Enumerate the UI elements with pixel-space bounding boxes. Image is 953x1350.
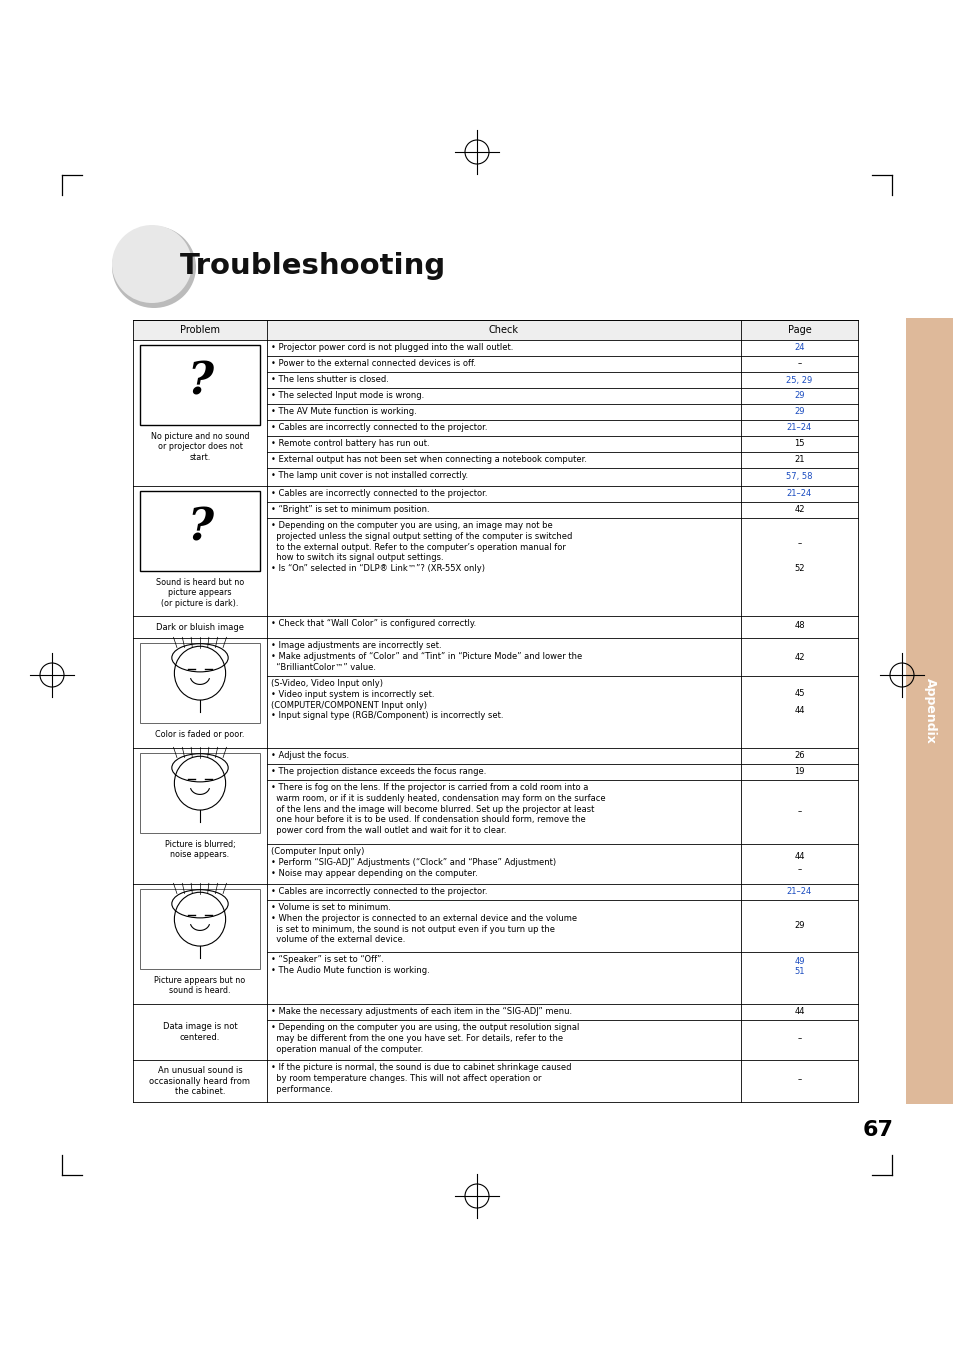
Text: Troubleshooting: Troubleshooting <box>180 252 446 279</box>
Text: • Check that “Wall Color” is configured correctly.: • Check that “Wall Color” is configured … <box>271 620 476 628</box>
Text: Data image is not
centered.: Data image is not centered. <box>163 1022 237 1042</box>
Text: 51: 51 <box>794 968 804 976</box>
Text: 29: 29 <box>794 408 804 417</box>
Bar <box>140 346 260 425</box>
Text: 21–24: 21–24 <box>786 424 811 432</box>
Text: 48: 48 <box>793 621 804 630</box>
Ellipse shape <box>112 225 192 302</box>
Text: • Power to the external connected devices is off.: • Power to the external connected device… <box>271 359 476 369</box>
Text: –: – <box>797 539 801 548</box>
Text: 19: 19 <box>794 768 804 776</box>
Text: • Cables are incorrectly connected to the projector.: • Cables are incorrectly connected to th… <box>271 423 487 432</box>
Text: –: – <box>797 1034 801 1044</box>
Text: 15: 15 <box>794 440 804 448</box>
Text: • The lamp unit cover is not installed correctly.: • The lamp unit cover is not installed c… <box>271 471 468 481</box>
Text: 49: 49 <box>794 957 804 967</box>
Bar <box>140 491 260 571</box>
Text: ?: ? <box>187 506 213 549</box>
Text: • The AV Mute function is working.: • The AV Mute function is working. <box>271 406 416 416</box>
Text: • “Speaker” is set to “Off”.
• The Audio Mute function is working.: • “Speaker” is set to “Off”. • The Audio… <box>271 954 429 975</box>
Text: 45: 45 <box>794 688 804 698</box>
Text: • The selected Input mode is wrong.: • The selected Input mode is wrong. <box>271 392 424 400</box>
Text: Check: Check <box>489 325 518 335</box>
Text: • Projector power cord is not plugged into the wall outlet.: • Projector power cord is not plugged in… <box>271 343 513 352</box>
Text: • If the picture is normal, the sound is due to cabinet shrinkage caused
  by ro: • If the picture is normal, the sound is… <box>271 1062 571 1094</box>
Text: • External output has not been set when connecting a notebook computer.: • External output has not been set when … <box>271 455 586 464</box>
Text: • Depending on the computer you are using, an image may not be
  projected unles: • Depending on the computer you are usin… <box>271 521 572 572</box>
Text: 42: 42 <box>794 652 804 662</box>
Bar <box>140 643 260 724</box>
Text: ?: ? <box>187 360 213 404</box>
Text: • Cables are incorrectly connected to the projector.: • Cables are incorrectly connected to th… <box>271 887 487 896</box>
Text: • “Bright” is set to minimum position.: • “Bright” is set to minimum position. <box>271 505 429 514</box>
Text: Sound is heard but no
picture appears
(or picture is dark).: Sound is heard but no picture appears (o… <box>155 578 244 608</box>
Bar <box>140 753 260 833</box>
Text: 21–24: 21–24 <box>786 887 811 896</box>
Text: • The projection distance exceeds the focus range.: • The projection distance exceeds the fo… <box>271 767 486 776</box>
Text: 44: 44 <box>794 706 804 716</box>
Text: Dark or bluish image: Dark or bluish image <box>156 622 244 632</box>
Text: 42: 42 <box>794 505 804 514</box>
Text: 44: 44 <box>794 1007 804 1017</box>
Text: No picture and no sound
or projector does not
start.: No picture and no sound or projector doe… <box>151 432 249 462</box>
Text: 26: 26 <box>793 752 804 760</box>
Text: 21–24: 21–24 <box>786 490 811 498</box>
Text: Picture appears but no
sound is heard.: Picture appears but no sound is heard. <box>154 976 245 995</box>
Text: • Remote control battery has run out.: • Remote control battery has run out. <box>271 439 429 448</box>
Text: –: – <box>797 865 801 873</box>
Text: • Depending on the computer you are using, the output resolution signal
  may be: • Depending on the computer you are usin… <box>271 1023 578 1053</box>
Text: Picture is blurred;
noise appears.: Picture is blurred; noise appears. <box>165 840 235 860</box>
Text: –: – <box>797 359 801 369</box>
Text: • Volume is set to minimum.
• When the projector is connected to an external dev: • Volume is set to minimum. • When the p… <box>271 903 577 944</box>
Text: 44: 44 <box>794 852 804 861</box>
Text: Problem: Problem <box>180 325 220 335</box>
Bar <box>905 319 953 1104</box>
Text: 52: 52 <box>794 564 804 574</box>
Text: 29: 29 <box>794 392 804 401</box>
Text: • Adjust the focus.: • Adjust the focus. <box>271 751 349 760</box>
Text: Page: Page <box>787 325 810 335</box>
Bar <box>140 890 260 969</box>
Text: 24: 24 <box>794 343 804 352</box>
Text: 57, 58: 57, 58 <box>785 471 812 481</box>
Text: 25, 29: 25, 29 <box>785 375 812 385</box>
Ellipse shape <box>112 225 195 308</box>
Bar <box>132 320 857 340</box>
Text: Color is faded or poor.: Color is faded or poor. <box>155 730 244 738</box>
Text: –: – <box>797 1076 801 1084</box>
Text: 29: 29 <box>794 922 804 930</box>
Text: 67: 67 <box>862 1120 893 1139</box>
Text: 21: 21 <box>794 455 804 464</box>
Text: • The lens shutter is closed.: • The lens shutter is closed. <box>271 375 389 383</box>
Text: (Computer Input only)
• Perform “SIG-ADJ” Adjustments (“Clock” and “Phase” Adjus: (Computer Input only) • Perform “SIG-ADJ… <box>271 846 556 878</box>
Text: • Image adjustments are incorrectly set.
• Make adjustments of “Color” and “Tint: • Image adjustments are incorrectly set.… <box>271 641 581 671</box>
Text: (S-Video, Video Input only)
• Video input system is incorrectly set.
(COMPUTER/C: (S-Video, Video Input only) • Video inpu… <box>271 679 503 721</box>
Text: • There is fog on the lens. If the projector is carried from a cold room into a
: • There is fog on the lens. If the proje… <box>271 783 605 836</box>
Text: • Cables are incorrectly connected to the projector.: • Cables are incorrectly connected to th… <box>271 489 487 498</box>
Text: –: – <box>797 807 801 817</box>
Text: • Make the necessary adjustments of each item in the “SIG-ADJ” menu.: • Make the necessary adjustments of each… <box>271 1007 572 1017</box>
Text: An unusual sound is
occasionally heard from
the cabinet.: An unusual sound is occasionally heard f… <box>150 1066 251 1096</box>
Text: Appendix: Appendix <box>923 678 936 744</box>
